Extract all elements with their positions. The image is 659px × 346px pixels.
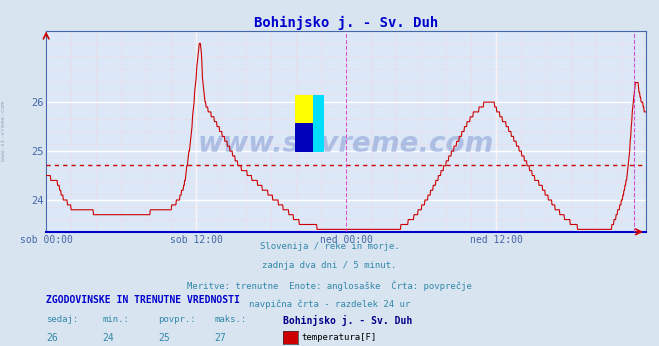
Text: www.si-vreme.com: www.si-vreme.com — [1, 101, 6, 162]
Text: sedaj:: sedaj: — [46, 315, 78, 324]
Text: 27: 27 — [214, 333, 226, 343]
Text: temperatura[F]: temperatura[F] — [302, 333, 377, 342]
Text: zadnja dva dni / 5 minut.: zadnja dva dni / 5 minut. — [262, 261, 397, 270]
Text: www.si-vreme.com: www.si-vreme.com — [198, 129, 494, 157]
Text: Slovenija / reke in morje.: Slovenija / reke in morje. — [260, 242, 399, 251]
Bar — [295, 124, 313, 152]
Bar — [313, 95, 324, 152]
Bar — [295, 95, 313, 152]
Text: 24: 24 — [102, 333, 114, 343]
Text: 25: 25 — [158, 333, 170, 343]
Text: ZGODOVINSKE IN TRENUTNE VREDNOSTI: ZGODOVINSKE IN TRENUTNE VREDNOSTI — [46, 295, 240, 305]
Text: povpr.:: povpr.: — [158, 315, 196, 324]
Text: Bohinjsko j. - Sv. Duh: Bohinjsko j. - Sv. Duh — [283, 315, 413, 326]
Text: navpična črta - razdelek 24 ur: navpična črta - razdelek 24 ur — [249, 299, 410, 309]
Title: Bohinjsko j. - Sv. Duh: Bohinjsko j. - Sv. Duh — [254, 16, 438, 30]
Text: min.:: min.: — [102, 315, 129, 324]
Text: Meritve: trenutne  Enote: anglosaške  Črta: povprečje: Meritve: trenutne Enote: anglosaške Črta… — [187, 280, 472, 291]
Text: maks.:: maks.: — [214, 315, 246, 324]
Text: 26: 26 — [46, 333, 58, 343]
